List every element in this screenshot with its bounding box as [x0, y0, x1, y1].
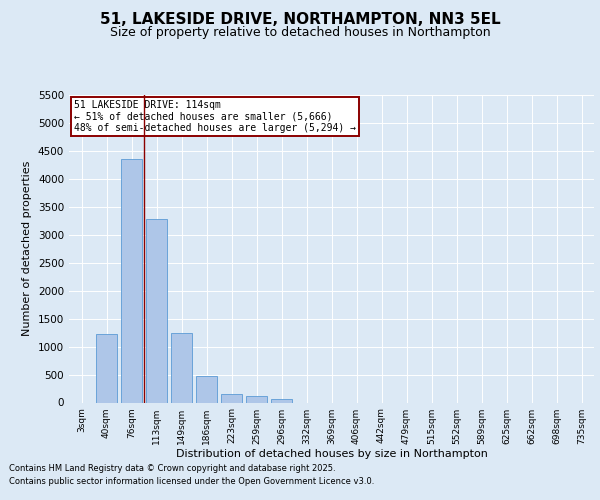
X-axis label: Distribution of detached houses by size in Northampton: Distribution of detached houses by size … — [176, 450, 487, 460]
Text: 51, LAKESIDE DRIVE, NORTHAMPTON, NN3 5EL: 51, LAKESIDE DRIVE, NORTHAMPTON, NN3 5EL — [100, 12, 500, 28]
Bar — [121, 160, 142, 402]
Bar — [96, 334, 117, 402]
Bar — [146, 219, 167, 402]
Bar — [196, 376, 217, 402]
Text: 51 LAKESIDE DRIVE: 114sqm
← 51% of detached houses are smaller (5,666)
48% of se: 51 LAKESIDE DRIVE: 114sqm ← 51% of detac… — [74, 100, 356, 133]
Bar — [246, 396, 267, 402]
Bar — [171, 332, 192, 402]
Text: Contains public sector information licensed under the Open Government Licence v3: Contains public sector information licen… — [9, 477, 374, 486]
Text: Size of property relative to detached houses in Northampton: Size of property relative to detached ho… — [110, 26, 490, 39]
Y-axis label: Number of detached properties: Number of detached properties — [22, 161, 32, 336]
Text: Contains HM Land Registry data © Crown copyright and database right 2025.: Contains HM Land Registry data © Crown c… — [9, 464, 335, 473]
Bar — [271, 400, 292, 402]
Bar — [221, 394, 242, 402]
